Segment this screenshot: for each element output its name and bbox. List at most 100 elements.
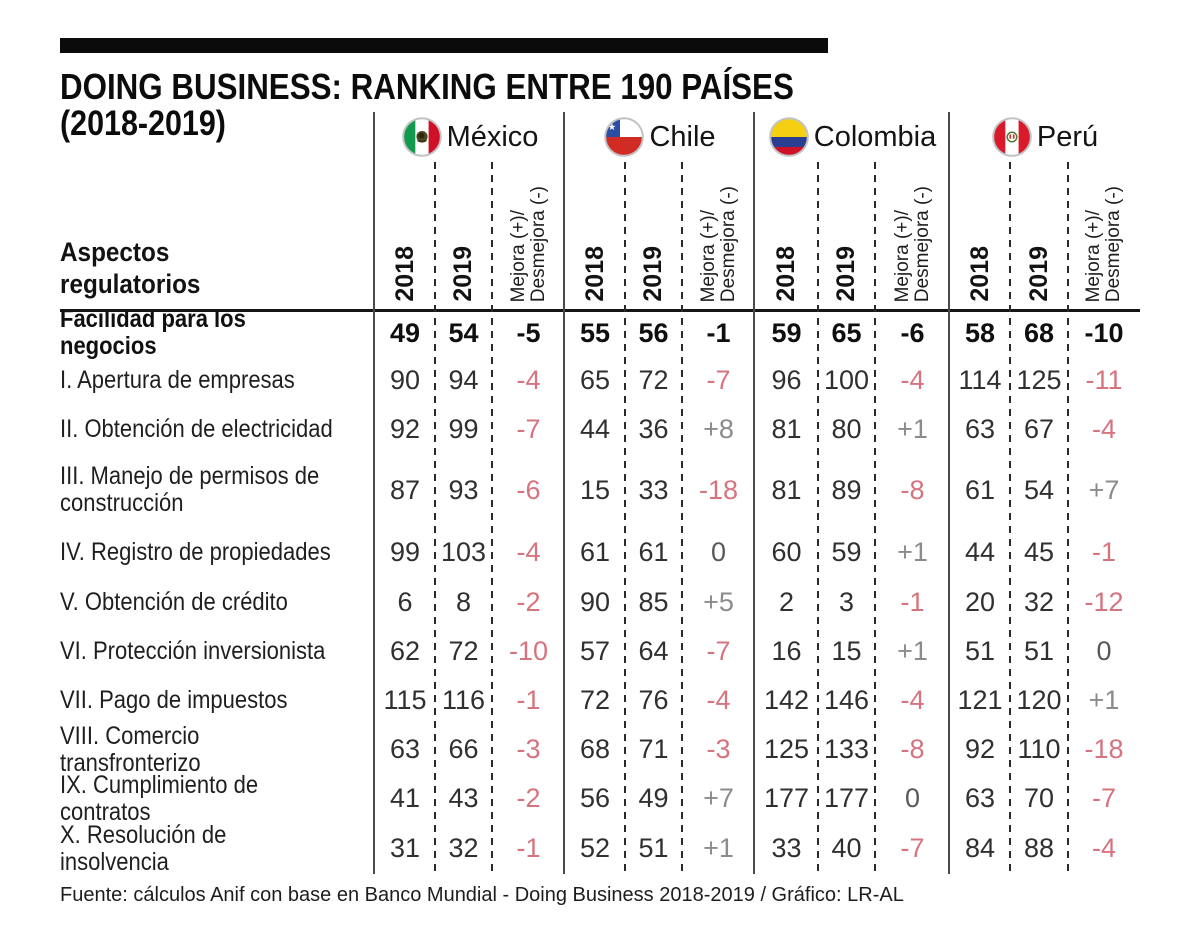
change-cell: +8	[682, 405, 755, 454]
cell-value: 51	[638, 833, 669, 863]
cell-value: -7	[706, 365, 731, 395]
value-cell: 32	[435, 823, 492, 874]
cell-value: -12	[1084, 587, 1124, 617]
cell-value: -10	[508, 636, 549, 666]
cell-value: 63	[964, 414, 996, 444]
cell-value: 68	[579, 734, 611, 764]
cell-value: -7	[1091, 783, 1116, 813]
cell-value: 49	[389, 317, 421, 348]
cell-value: 92	[964, 734, 996, 764]
cell-value: 67	[1023, 414, 1055, 444]
cell-value: +5	[703, 587, 734, 617]
value-cell: 8	[435, 578, 492, 627]
value-cell: 15	[818, 627, 875, 676]
change-label-line2: Desmejora (-)	[1103, 185, 1124, 302]
change-cell: +1	[875, 526, 950, 578]
change-label-line1: Mejora (+)/	[891, 209, 913, 302]
change-column-label: Mejora (+)/Desmejora (-)	[682, 162, 755, 310]
country-name: México	[446, 120, 539, 153]
row-label-text: IV. Registro de propiedades	[60, 537, 331, 566]
cell-value: 146	[823, 685, 870, 715]
country-name: Chile	[649, 120, 716, 153]
change-label-line1: Mejora (+)/	[1083, 209, 1104, 302]
cell-value: 51	[964, 636, 996, 666]
year-label-text: 2019	[449, 246, 477, 302]
value-cell: 100	[818, 356, 875, 405]
cell-value: 89	[831, 474, 862, 505]
change-label-line2: Desmejora (-)	[717, 185, 739, 302]
cell-value: 6	[397, 587, 413, 617]
cell-value: 72	[448, 636, 479, 666]
cell-value: 81	[771, 474, 802, 505]
cell-value: 40	[831, 833, 862, 863]
cell-value: +1	[703, 833, 734, 863]
cell-value: -5	[516, 317, 541, 348]
value-cell: 99	[375, 526, 435, 578]
year-label-text: 2019	[1024, 246, 1053, 302]
value-cell: 66	[435, 725, 492, 774]
row-label-text: III. Manejo de permisos de construcción	[60, 462, 320, 517]
value-cell: 43	[435, 774, 492, 823]
change-cell: -1	[875, 578, 950, 627]
cell-value: 57	[579, 636, 611, 666]
year-column-label: 2019	[818, 162, 875, 310]
cell-value: +7	[703, 783, 734, 813]
cell-value: 64	[638, 636, 669, 666]
value-cell: 94	[435, 356, 492, 405]
value-cell: 33	[625, 454, 682, 526]
value-cell: 6	[375, 578, 435, 627]
source-note: Fuente: cálculos Anif con base en Banco …	[60, 884, 904, 906]
row-header-line1: Aspectos	[60, 237, 170, 267]
cell-value: 110	[1017, 734, 1061, 764]
value-cell: 80	[818, 405, 875, 454]
year-label-text: 2019	[639, 246, 667, 302]
cell-value: 0	[1096, 636, 1112, 666]
cell-value: -18	[1084, 734, 1124, 764]
change-cell: -10	[492, 627, 565, 676]
cell-value: 84	[964, 833, 996, 863]
cell-value: 70	[1023, 783, 1055, 813]
change-cell: -6	[875, 310, 950, 356]
row-label: Facilidad para los negocios	[60, 306, 375, 360]
value-cell: 63	[375, 725, 435, 774]
cell-value: -8	[900, 734, 925, 764]
value-cell: 116	[435, 676, 492, 725]
cell-value: -10	[1084, 317, 1124, 348]
value-cell: 49	[375, 310, 435, 356]
row-label: X. Resolución de insolvencia	[60, 821, 375, 875]
value-cell: 56	[625, 310, 682, 356]
value-cell: 51	[625, 823, 682, 874]
page-title-text: DOING BUSINESS: RANKING ENTRE 190 PAÍSES	[60, 66, 794, 107]
change-cell: +1	[875, 405, 950, 454]
value-cell: 15	[565, 454, 625, 526]
year-column-label: 2019	[625, 162, 682, 310]
value-cell: 76	[625, 676, 682, 725]
value-cell: 133	[818, 725, 875, 774]
chile-flag-icon	[604, 117, 645, 157]
cell-value: -2	[516, 783, 541, 813]
year-label-text: 2019	[832, 246, 860, 302]
page-title: DOING BUSINESS: RANKING ENTRE 190 PAÍSES	[60, 66, 904, 108]
value-cell: 2	[755, 578, 818, 627]
value-cell: 40	[818, 823, 875, 874]
value-cell: 121	[950, 676, 1010, 725]
cell-value: -3	[516, 734, 541, 764]
cell-value: 68	[1023, 317, 1055, 348]
cell-value: 177	[763, 783, 810, 813]
change-cell: -7	[682, 627, 755, 676]
cell-value: 96	[771, 365, 802, 395]
cell-value: 32	[1023, 587, 1055, 617]
change-column-label: Mejora (+)/Desmejora (-)	[1068, 162, 1140, 310]
cell-value: 56	[638, 317, 669, 348]
cell-value: 85	[638, 587, 669, 617]
change-cell: -4	[682, 676, 755, 725]
value-cell: 65	[818, 310, 875, 356]
cell-value: 63	[389, 734, 421, 764]
change-label-line2: Desmejora (-)	[911, 185, 933, 302]
cell-value: 92	[389, 414, 421, 444]
year-column-label: 2018	[755, 162, 818, 310]
cell-value: 59	[831, 536, 862, 567]
value-cell: 44	[565, 405, 625, 454]
cell-value: 80	[831, 414, 862, 444]
value-cell: 88	[1010, 823, 1068, 874]
